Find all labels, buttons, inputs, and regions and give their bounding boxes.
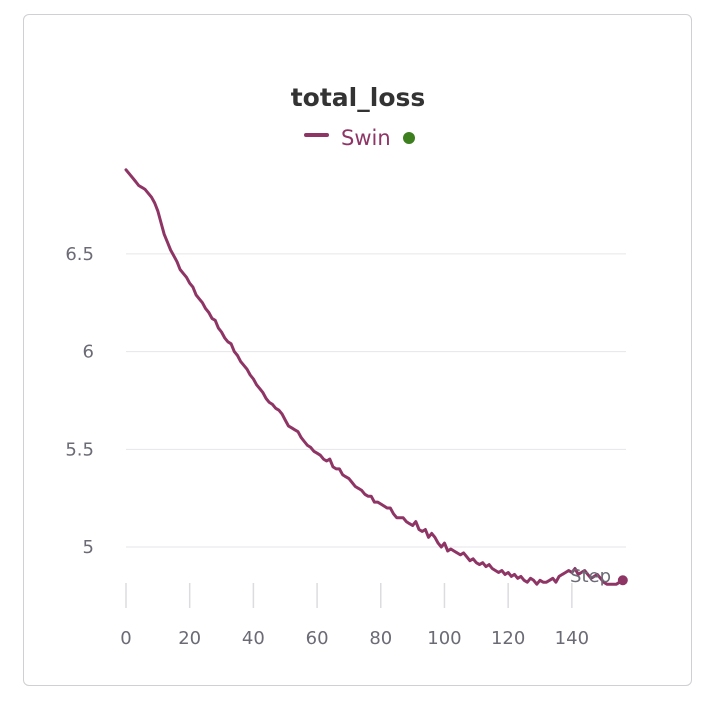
series-endpoint-swin[interactable] xyxy=(617,575,628,586)
x-tick-label: 120 xyxy=(491,628,525,649)
y-tick-label: 6.5 xyxy=(65,244,94,265)
y-tick-label: 5.5 xyxy=(65,439,94,460)
chart-title: total_loss xyxy=(291,83,426,112)
series-line-swin[interactable] xyxy=(124,168,625,586)
x-tick-label: 60 xyxy=(306,628,329,649)
legend-label-swin: Swin xyxy=(341,126,391,150)
y-tick-label: 6 xyxy=(83,342,94,363)
x-tick-label: 0 xyxy=(120,628,131,649)
x-axis-title: Step xyxy=(570,566,611,587)
x-tick-label: 20 xyxy=(178,628,201,649)
series-layer xyxy=(124,168,628,586)
x-tick-label: 140 xyxy=(555,628,589,649)
legend-status-dot xyxy=(403,132,415,144)
grid-layer xyxy=(126,253,626,548)
x-tick-label: 100 xyxy=(427,628,461,649)
y-ticks-layer: 5 5.5 6 6.5 xyxy=(65,244,94,558)
x-tick-label: 80 xyxy=(369,628,392,649)
x-ticks-layer: 0 20 40 60 80 100 120 140 xyxy=(120,583,589,649)
legend[interactable]: Swin xyxy=(304,126,415,150)
x-tick-label: 40 xyxy=(242,628,265,649)
y-tick-label: 5 xyxy=(83,537,94,558)
